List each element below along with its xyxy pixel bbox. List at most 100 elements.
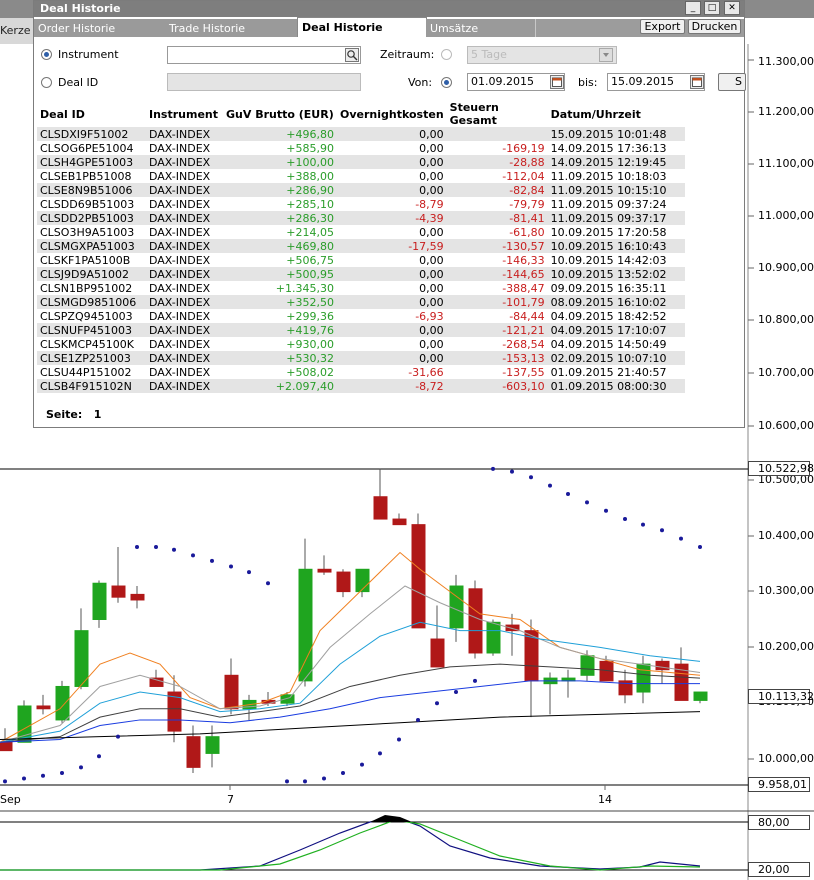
table-row[interactable]: CLSPZQ9451003 DAX-INDEX +299,36 -6,93 -84,44… <box>37 309 685 323</box>
table-row[interactable]: CLSN1BP951002 DAX-INDEX +1.345,30 0,00 -388,… <box>37 281 685 295</box>
y-axis-label: 10.900,00 <box>758 261 814 274</box>
cell-instrument: DAX-INDEX <box>146 155 223 169</box>
cell-steuern: -61,80 <box>509 225 545 239</box>
calendar-icon[interactable] <box>550 75 564 89</box>
cell-instrument: DAX-INDEX <box>146 351 223 365</box>
table-row[interactable]: CLSO3H9A51003 DAX-INDEX +214,05 0,00 -61,80 1… <box>37 225 685 239</box>
window-titlebar[interactable]: Deal Historie _ □ ✕ <box>34 1 744 17</box>
cell-steuern: -130,57 <box>446 239 548 253</box>
chevron-down-icon[interactable] <box>599 48 613 62</box>
calendar-icon[interactable] <box>690 75 704 89</box>
export-button[interactable]: Export <box>640 19 685 34</box>
sar-dot <box>22 776 26 781</box>
chart-type-tab[interactable]: Kerze <box>0 18 35 44</box>
submit-button[interactable]: S <box>718 73 746 91</box>
table-row[interactable]: CLSB4F915102N DAX-INDEX +2.097,40 -8,72 -603… <box>37 379 685 393</box>
close-icon[interactable]: ✕ <box>724 1 740 15</box>
cell-datum: 10.09.2015 13:52:02 <box>547 267 685 281</box>
sar-dot <box>135 544 139 549</box>
table-row[interactable]: CLSOG6PE51004 DAX-INDEX +585,90 0,00 -169,19… <box>37 141 685 155</box>
cell-datum: 04.09.2015 17:10:07 <box>547 323 685 337</box>
cell-datum: 02.09.2015 10:07:10 <box>547 351 685 365</box>
col-header-overnight[interactable]: Overnightkosten <box>340 107 444 121</box>
cell-guv: +469,80 <box>223 239 337 253</box>
col-header-steuern[interactable]: Steuern Gesamt <box>449 101 499 127</box>
zeitraum-select[interactable]: 5 Tage <box>467 46 617 64</box>
sar-dot <box>473 678 477 683</box>
cell-datum: 01.09.2015 21:40:57 <box>550 365 667 379</box>
osc-line-blue <box>0 816 701 871</box>
col-header-instrument[interactable]: Instrument <box>149 107 218 121</box>
cell-instrument: DAX-INDEX <box>149 309 211 323</box>
deal-id-radio[interactable] <box>41 77 52 88</box>
cell-overnight: -8,72 <box>337 379 447 393</box>
candle-body <box>149 677 164 687</box>
tab-umsaetze[interactable]: Umsätze <box>426 19 536 37</box>
cell-guv: +585,90 <box>286 141 334 155</box>
table-row[interactable]: CLSNUFP451003 DAX-INDEX +419,76 0,00 -121,21… <box>37 323 685 337</box>
table-row[interactable]: CLSE1ZP251003 DAX-INDEX +530,32 0,00 -153,13… <box>37 351 685 365</box>
tab-deal-historie[interactable]: Deal Historie <box>297 17 427 37</box>
table-row[interactable]: CLSDXI9F51002 DAX-INDEX +496,80 0,00 15.09.2… <box>37 127 685 141</box>
table-row[interactable]: CLSU44P151002 DAX-INDEX +508,02 -31,66 -137,… <box>37 365 685 379</box>
col-header-guv[interactable]: GuV Brutto (EUR) <box>226 107 334 121</box>
instrument-input[interactable] <box>167 46 361 64</box>
cell-guv: +2.097,40 <box>223 379 337 393</box>
cell-guv: +388,00 <box>286 169 334 183</box>
cell-guv: +286,90 <box>223 183 337 197</box>
maximize-icon[interactable]: □ <box>704 1 720 15</box>
cell-steuern: -153,13 <box>446 351 548 365</box>
table-row[interactable]: CLSJ9D9A51002 DAX-INDEX +500,95 0,00 -144,65… <box>37 267 685 281</box>
sar-dot <box>3 779 7 784</box>
table-row[interactable]: CLSH4GPE51003 DAX-INDEX +100,00 0,00 -28,88 1… <box>37 155 685 169</box>
y-axis-label: 10.800,00 <box>758 313 814 326</box>
cell-deal-id: CLSNUFP451003 <box>37 323 146 337</box>
tab-order-historie[interactable]: Order Historie <box>34 19 166 37</box>
col-header-datum[interactable]: Datum/Uhrzeit <box>550 107 641 121</box>
zeitraum-radio[interactable] <box>441 49 452 60</box>
cell-overnight: -4,39 <box>337 211 447 225</box>
cell-guv: +100,00 <box>223 155 337 169</box>
table-row[interactable]: CLSDD2PB51003 DAX-INDEX +286,30 -4,39 -81,41… <box>37 211 685 225</box>
candle-body <box>92 582 107 620</box>
y-axis-label: 10.400,00 <box>758 529 814 542</box>
cell-datum: 14.09.2015 12:19:45 <box>547 155 685 169</box>
candle-body <box>449 585 464 629</box>
bis-date-input[interactable]: 15.09.2015 <box>607 73 705 91</box>
osc-line-green <box>0 819 701 871</box>
cell-overnight: -31,66 <box>408 365 444 379</box>
candle-body <box>317 568 332 573</box>
search-icon[interactable] <box>345 48 359 62</box>
candle-body <box>580 655 595 676</box>
price-low-box: 9.958,01 <box>748 777 810 792</box>
y-axis-label: 10.000,00 <box>758 752 814 765</box>
table-row[interactable]: CLSEB1PB51008 DAX-INDEX +388,00 0,00 -112,04… <box>37 169 685 183</box>
von-date-input[interactable]: 01.09.2015 <box>467 73 565 91</box>
page-indicator: Seite: 1 <box>46 408 101 421</box>
x-label-7: 7 <box>227 793 234 806</box>
minimize-icon[interactable]: _ <box>685 1 701 15</box>
tab-trade-historie[interactable]: Trade Historie <box>165 19 298 37</box>
table-row[interactable]: CLSMGD9851006 DAX-INDEX +352,50 0,00 -101,79… <box>37 295 685 309</box>
y-axis-label: 11.200,00 <box>758 105 814 118</box>
price-high-box: 10.522,98 <box>748 461 814 476</box>
cell-guv: +496,80 <box>223 127 337 141</box>
table-row[interactable]: CLSMGXPA51003 DAX-INDEX +469,80 -17,59 -130,… <box>37 239 685 253</box>
cell-datum: 14.09.2015 17:36:13 <box>550 141 667 155</box>
instrument-radio[interactable] <box>41 49 52 60</box>
table-row[interactable]: CLSE8N9B51006 DAX-INDEX +286,90 0,00 -82,84 1… <box>37 183 685 197</box>
col-header-deal-id[interactable]: Deal ID <box>40 107 85 121</box>
osc-upper-box: 80,00 <box>748 815 810 830</box>
cell-overnight: 0,00 <box>337 323 447 337</box>
table-row[interactable]: CLSDD69B51003 DAX-INDEX +285,10 -8,79 -79,79… <box>37 197 685 211</box>
cell-guv: +506,75 <box>286 253 334 267</box>
cell-overnight: -8,79 <box>415 197 444 211</box>
print-button[interactable]: Drucken <box>688 19 741 34</box>
deal-id-input[interactable] <box>167 73 361 91</box>
cell-datum: 10.09.2015 17:20:58 <box>550 225 667 239</box>
cell-overnight: 0,00 <box>337 183 447 197</box>
table-row[interactable]: CLSKMCP45100K DAX-INDEX +930,00 0,00 -268,54… <box>37 337 685 351</box>
table-row[interactable]: CLSKF1PA5100B DAX-INDEX +506,75 0,00 -146,33… <box>37 253 685 267</box>
von-radio[interactable] <box>441 77 452 88</box>
